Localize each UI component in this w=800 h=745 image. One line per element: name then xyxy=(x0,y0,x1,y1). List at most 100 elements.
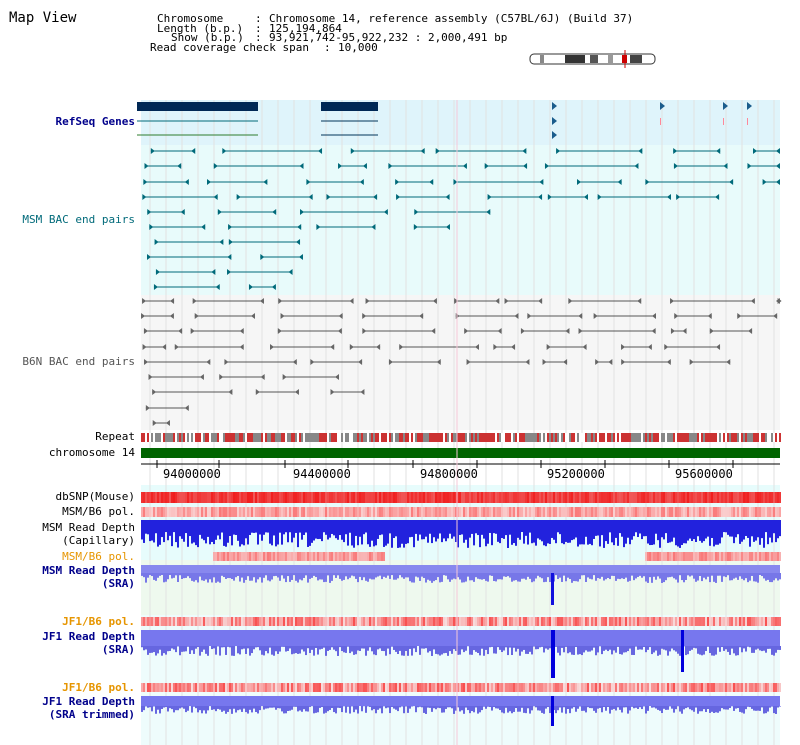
depth-cap-bar xyxy=(721,520,723,538)
sra-bar xyxy=(147,573,149,578)
sra-bar xyxy=(363,573,365,578)
jf1-pol2-bar xyxy=(203,683,205,692)
track-label-dbsnp[interactable]: dbSNP(Mouse) xyxy=(55,490,135,503)
depth-cap-bar xyxy=(687,520,689,541)
sra-bar xyxy=(687,573,689,576)
track-label-repeat[interactable]: Repeat xyxy=(95,430,135,443)
pol2-bar xyxy=(219,552,221,561)
jf1-trim-bar xyxy=(443,706,445,713)
depth-cap-bar xyxy=(373,520,375,547)
jf1-pol2-bar xyxy=(513,683,515,692)
sra-bar xyxy=(261,573,263,583)
jf1-pol2-bar xyxy=(217,683,219,692)
jf1-pol-bar xyxy=(635,617,637,626)
pol-bar xyxy=(547,507,549,517)
track-label-jf1-b6-pol-1[interactable]: JF1/B6 pol. xyxy=(62,615,135,628)
dbsnp-bar xyxy=(141,492,143,503)
jf1-depth-bar xyxy=(329,646,331,650)
track-label-jf1-b6-pol-2[interactable]: JF1/B6 pol. xyxy=(62,681,135,694)
pol-bar xyxy=(649,507,651,517)
jf1-pol2-bar xyxy=(219,683,221,692)
jf1-pol-bar xyxy=(279,617,281,626)
sra-bar xyxy=(547,573,549,578)
jf1-pol-bar xyxy=(665,617,667,626)
track-label-jf1-depth-sra-1[interactable]: JF1 Read Depth xyxy=(42,630,135,643)
bac-end xyxy=(350,148,355,154)
repeat-bar xyxy=(235,433,237,442)
jf1-trim-bar xyxy=(195,706,197,709)
sra-bar xyxy=(353,573,355,577)
sra-bar xyxy=(283,573,285,579)
pol2-bar xyxy=(221,552,223,561)
track-label-msm-b6-pol-2[interactable]: MSM/B6 pol. xyxy=(62,550,135,563)
jf1-pol-bar xyxy=(513,617,515,626)
depth-cap-bar xyxy=(731,520,733,537)
jf1-pol2-bar xyxy=(389,683,391,692)
track-label-msm-b6-pol-1[interactable]: MSM/B6 pol. xyxy=(62,505,135,518)
sra-bar xyxy=(727,573,729,576)
jf1-pol-bar xyxy=(581,617,583,626)
track-label-msm-depth-cap-1[interactable]: MSM Read Depth xyxy=(42,521,135,534)
jf1-trim-bar xyxy=(337,706,339,708)
pol-bar xyxy=(513,507,515,517)
repeat-bar xyxy=(239,433,241,442)
jf1-pol2-bar xyxy=(451,683,453,692)
b6n-end xyxy=(278,298,283,304)
jf1-depth-bar xyxy=(519,646,521,656)
sra-bar xyxy=(639,573,641,576)
repeat-bar xyxy=(353,433,355,442)
depth-cap-bar xyxy=(257,520,259,545)
sra-bar xyxy=(395,573,397,580)
track-label-refseq[interactable]: RefSeq Genes xyxy=(55,115,135,128)
pol-bar xyxy=(633,507,635,517)
sra-bar xyxy=(267,573,269,581)
dbsnp-bar xyxy=(419,492,421,503)
sra-bar xyxy=(683,573,685,583)
jf1-pol2-bar xyxy=(653,683,655,692)
dbsnp-bar xyxy=(695,492,697,503)
pol-bar xyxy=(747,507,749,517)
bac-end xyxy=(228,224,233,230)
jf1-pol2-bar xyxy=(717,683,719,692)
track-label-chromosome[interactable]: chromosome 14 xyxy=(48,446,135,459)
repeat-bar xyxy=(625,433,627,442)
depth-cap-bar xyxy=(179,520,181,537)
repeat-bar xyxy=(463,433,465,442)
track-label-msm-depth-sra-1[interactable]: MSM Read Depth xyxy=(42,564,135,577)
dbsnp-bar xyxy=(547,492,549,503)
depth-cap-bar xyxy=(335,520,337,539)
track-label-msm-bac[interactable]: MSM BAC end pairs xyxy=(22,213,135,226)
jf1-pol2-bar xyxy=(725,683,727,692)
track-label-b6n-bac[interactable]: B6N BAC end pairs xyxy=(22,355,135,368)
bac-end xyxy=(445,224,450,230)
b6n-end xyxy=(709,328,714,334)
b6n-end xyxy=(565,328,570,334)
repeat-bar xyxy=(197,433,199,442)
depth-cap-bar xyxy=(559,520,561,535)
depth-cap-bar xyxy=(247,520,249,545)
jf1-pol2-bar xyxy=(383,683,385,692)
sra-bar xyxy=(521,573,523,579)
pol-bar xyxy=(721,507,723,517)
pol-bar xyxy=(297,507,299,517)
sra-bar xyxy=(677,573,679,583)
jf1-trim-bar xyxy=(627,706,629,714)
pol2-bar xyxy=(691,552,693,561)
repeat-bar xyxy=(653,433,655,442)
pol2-bar xyxy=(687,552,689,561)
repeat-bar xyxy=(179,433,181,442)
jf1-pol-bar xyxy=(173,617,175,626)
dbsnp-bar xyxy=(609,492,611,503)
pol2-bar xyxy=(723,552,725,561)
repeat-bar xyxy=(429,433,431,442)
jf1-pol2-bar xyxy=(407,683,409,692)
track-label-jf1-depth-trim-1[interactable]: JF1 Read Depth xyxy=(42,695,135,708)
dbsnp-bar xyxy=(567,492,569,503)
sra-bar xyxy=(739,573,741,577)
jf1-pol-bar xyxy=(181,617,183,626)
sra-bar xyxy=(355,573,357,579)
jf1-pol-bar xyxy=(361,617,363,626)
depth-cap-bar xyxy=(769,520,771,538)
sra-bar xyxy=(695,573,697,582)
